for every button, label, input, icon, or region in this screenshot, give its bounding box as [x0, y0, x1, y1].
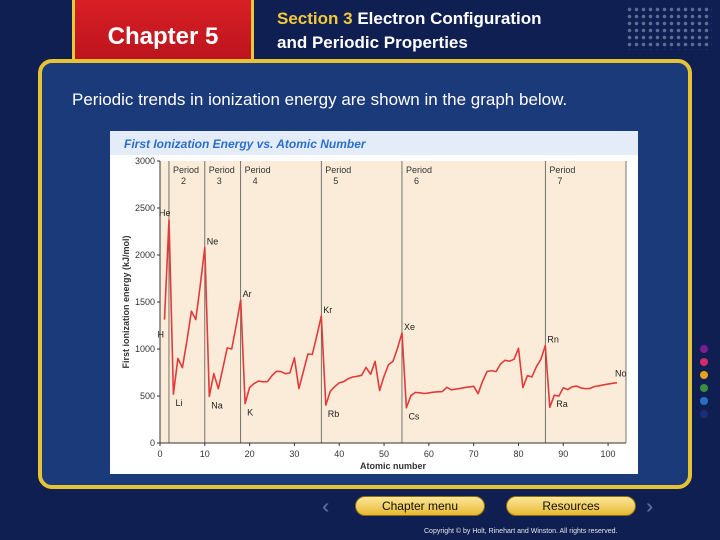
x-tick-label: 50	[379, 449, 389, 459]
element-label: Li	[175, 398, 182, 408]
period-number: 2	[181, 176, 186, 186]
period-label: Period	[209, 165, 235, 175]
element-label: K	[247, 408, 253, 418]
nav-dots	[700, 345, 710, 423]
y-tick-label: 3000	[135, 156, 155, 166]
x-tick-label: 10	[200, 449, 210, 459]
section-number: Section 3	[277, 9, 353, 28]
element-label: Ne	[207, 236, 219, 246]
chart-title: First Ionization Energy vs. Atomic Numbe…	[124, 137, 367, 151]
element-label: Xe	[404, 322, 415, 332]
period-label: Period	[173, 165, 199, 175]
period-number: 3	[217, 176, 222, 186]
element-label: Rn	[547, 335, 559, 345]
nav-dot	[700, 371, 708, 379]
element-label: Na	[211, 400, 223, 410]
y-tick-label: 1000	[135, 344, 155, 354]
element-label: Kr	[323, 305, 332, 315]
x-tick-label: 100	[601, 449, 616, 459]
x-tick-label: 20	[245, 449, 255, 459]
element-label: No	[615, 369, 627, 379]
nav-dot	[700, 410, 708, 418]
period-number: 6	[414, 176, 419, 186]
element-label: Rb	[328, 409, 340, 419]
section-title: Section 3 Electron Configuration and Per…	[277, 7, 637, 55]
resources-button[interactable]: Resources	[506, 496, 636, 516]
period-number: 4	[253, 176, 258, 186]
period-label: Period	[406, 165, 432, 175]
copyright-text: Copyright © by Holt, Rinehart and Winsto…	[424, 528, 618, 535]
y-tick-label: 1500	[135, 297, 155, 307]
bottom-nav: ‹‹ Chapter menu Resources ››	[322, 496, 682, 518]
nav-dot	[700, 384, 708, 392]
ionization-energy-chart: First Ionization Energy vs. Atomic Numbe…	[110, 131, 638, 471]
ionization-energy-series-line	[163, 219, 618, 409]
x-tick-label: 0	[157, 449, 162, 459]
nav-dot	[700, 345, 708, 353]
element-label: Ar	[243, 289, 252, 299]
back-chevron-icon[interactable]: ‹‹	[322, 496, 331, 518]
nav-dot	[700, 358, 708, 366]
element-label: Cs	[408, 412, 419, 422]
x-tick-label: 70	[469, 449, 479, 459]
nav-dot	[700, 397, 708, 405]
intro-text: Periodic trends in ionization energy are…	[72, 90, 568, 109]
y-axis-label: First ionization energy (kJ/mol)	[121, 235, 131, 368]
period-label: Period	[549, 165, 575, 175]
section-title-line2: and Periodic Properties	[277, 33, 468, 52]
x-tick-label: 90	[558, 449, 568, 459]
y-tick-label: 500	[140, 391, 155, 401]
section-title-line1: Electron Configuration	[357, 9, 542, 28]
x-axis-label: Atomic number	[360, 461, 427, 471]
chart-container: First Ionization Energy vs. Atomic Numbe…	[110, 131, 638, 474]
y-tick-label: 0	[150, 438, 155, 448]
y-tick-label: 2000	[135, 250, 155, 260]
period-label: Period	[245, 165, 271, 175]
chapter-menu-button[interactable]: Chapter menu	[355, 496, 485, 516]
period-number: 7	[557, 176, 562, 186]
forward-chevron-icon[interactable]: ››	[646, 496, 655, 518]
decorative-dot-grid	[626, 6, 712, 50]
chart-title-bar	[110, 131, 638, 155]
period-label: Period	[325, 165, 351, 175]
element-label: Ra	[556, 399, 568, 409]
period-number: 5	[333, 176, 338, 186]
element-label: He	[159, 208, 171, 218]
x-tick-label: 30	[289, 449, 299, 459]
x-tick-label: 40	[334, 449, 344, 459]
y-tick-label: 2500	[135, 203, 155, 213]
chapter-title: Chapter 5	[107, 22, 219, 50]
element-label: H	[157, 330, 164, 340]
x-tick-label: 60	[424, 449, 434, 459]
x-tick-label: 80	[513, 449, 523, 459]
